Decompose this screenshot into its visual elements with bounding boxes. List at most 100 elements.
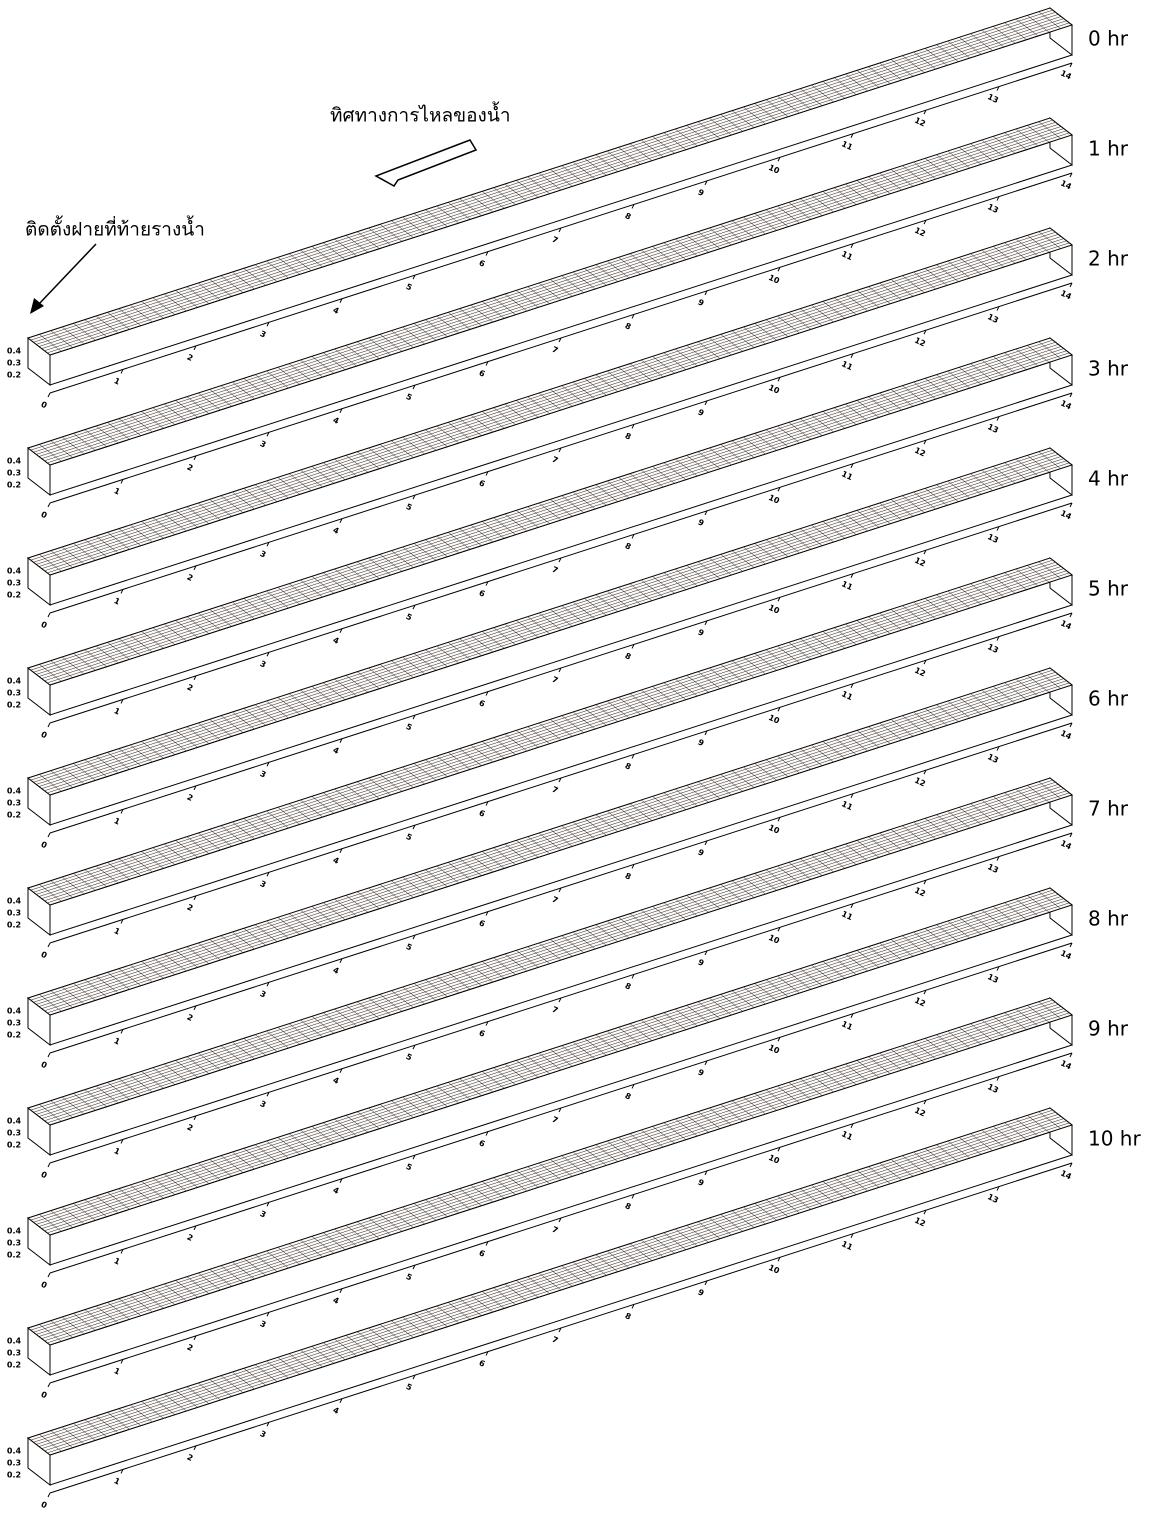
- x-tick-label: 11: [840, 1129, 854, 1142]
- x-tick-label: 0: [40, 400, 49, 411]
- x-tick-label: 2: [186, 793, 195, 804]
- x-tick-label: 6: [478, 698, 487, 709]
- x-tick-label: 12: [913, 226, 927, 239]
- x-tick-label: 9: [697, 628, 706, 639]
- x-tick: [48, 1273, 50, 1277]
- x-tick-label: 8: [624, 1311, 633, 1322]
- x-tick-label: 8: [624, 1091, 633, 1102]
- x-tick: [48, 943, 50, 947]
- x-tick-label: 6: [478, 1358, 487, 1369]
- x-tick-label: 11: [840, 909, 854, 922]
- x-tick-label: 0: [40, 1500, 49, 1511]
- x-tick-label: 2: [186, 1123, 195, 1134]
- x-tick-label: 7: [551, 895, 560, 906]
- x-tick-label: 12: [913, 996, 927, 1009]
- x-tick-label: 7: [551, 675, 560, 686]
- time-label: 10 hr: [1088, 1127, 1141, 1151]
- x-tick-label: 9: [697, 1178, 706, 1189]
- x-tick-label: 1: [113, 1256, 122, 1267]
- x-tick-label: 4: [332, 1295, 341, 1306]
- z-tick-label: 0.4: [7, 677, 22, 686]
- x-tick-label: 7: [551, 455, 560, 466]
- x-tick-label: 3: [259, 439, 268, 450]
- z-tick-label: 0.4: [7, 1337, 22, 1346]
- x-tick-label: 7: [551, 1335, 560, 1346]
- x-tick-label: 6: [478, 258, 487, 269]
- x-tick-label: 10: [767, 603, 781, 616]
- x-tick-label: 5: [405, 722, 414, 733]
- x-tick: [48, 613, 50, 617]
- z-tick-label: 0.2: [7, 811, 21, 820]
- x-tick-label: 8: [624, 541, 633, 552]
- x-tick-label: 1: [113, 926, 122, 937]
- x-tick-label: 10: [767, 163, 781, 176]
- x-tick-label: 1: [113, 1476, 122, 1487]
- x-tick: [48, 393, 50, 397]
- x-tick-label: 14: [1059, 839, 1073, 852]
- x-tick-label: 14: [1059, 949, 1073, 962]
- x-tick-label: 5: [405, 1272, 414, 1283]
- x-tick-label: 11: [840, 249, 854, 262]
- x-tick-label: 9: [697, 408, 706, 419]
- x-tick-label: 3: [259, 549, 268, 560]
- x-tick-label: 13: [986, 972, 1000, 985]
- x-tick-label: 12: [913, 776, 927, 789]
- x-tick-label: 12: [913, 1106, 927, 1119]
- x-tick-label: 4: [332, 855, 341, 866]
- z-tick-label: 0.2: [7, 1471, 21, 1480]
- time-label: 3 hr: [1088, 357, 1129, 381]
- x-tick-label: 9: [697, 518, 706, 529]
- x-tick-label: 14: [1059, 1169, 1073, 1182]
- z-tick-label: 0.2: [7, 701, 21, 710]
- x-tick-label: 6: [478, 1138, 487, 1149]
- x-tick-label: 9: [697, 848, 706, 859]
- x-tick-label: 11: [840, 469, 854, 482]
- x-tick-label: 6: [478, 808, 487, 819]
- x-tick-label: 14: [1059, 179, 1073, 192]
- x-tick-label: 5: [405, 392, 414, 403]
- x-tick-label: 0: [40, 730, 49, 741]
- z-tick-label: 0.3: [7, 909, 21, 918]
- x-tick-label: 14: [1059, 619, 1073, 632]
- x-tick-label: 12: [913, 886, 927, 899]
- x-tick-label: 2: [186, 1233, 195, 1244]
- x-tick-label: 6: [478, 588, 487, 599]
- time-label: 2 hr: [1088, 247, 1129, 271]
- x-tick-label: 9: [697, 738, 706, 749]
- x-tick-label: 3: [259, 1429, 268, 1440]
- x-tick-label: 8: [624, 761, 633, 772]
- x-tick-label: 2: [186, 903, 195, 914]
- x-tick-label: 11: [840, 1239, 854, 1252]
- x-tick-label: 4: [332, 965, 341, 976]
- x-tick-label: 2: [186, 1453, 195, 1464]
- z-tick-label: 0.3: [7, 1459, 21, 1468]
- x-tick-label: 2: [186, 573, 195, 584]
- x-tick-label: 5: [405, 942, 414, 953]
- time-label: 4 hr: [1088, 467, 1129, 491]
- time-label: 8 hr: [1088, 907, 1129, 931]
- x-tick: [48, 833, 50, 837]
- x-tick-label: 6: [478, 478, 487, 489]
- x-tick-label: 3: [259, 329, 268, 340]
- x-tick-label: 11: [840, 139, 854, 152]
- x-tick-label: 8: [624, 981, 633, 992]
- x-tick-label: 7: [551, 345, 560, 356]
- time-label: 6 hr: [1088, 687, 1129, 711]
- x-tick-label: 13: [986, 422, 1000, 435]
- x-tick-label: 13: [986, 642, 1000, 655]
- x-tick-label: 12: [913, 446, 927, 459]
- x-tick-label: 7: [551, 565, 560, 576]
- x-tick-label: 10: [767, 493, 781, 506]
- x-tick-label: 3: [259, 1209, 268, 1220]
- x-tick-label: 10: [767, 383, 781, 396]
- x-tick: [48, 723, 50, 727]
- z-tick-label: 0.3: [7, 1019, 21, 1028]
- x-tick-label: 4: [332, 1075, 341, 1086]
- z-tick-label: 0.4: [7, 787, 22, 796]
- z-tick-label: 0.2: [7, 481, 21, 490]
- z-tick-label: 0.2: [7, 1141, 21, 1150]
- x-tick-label: 14: [1059, 399, 1073, 412]
- x-tick-label: 10: [767, 823, 781, 836]
- x-tick-label: 4: [332, 305, 341, 316]
- x-tick-label: 9: [697, 298, 706, 309]
